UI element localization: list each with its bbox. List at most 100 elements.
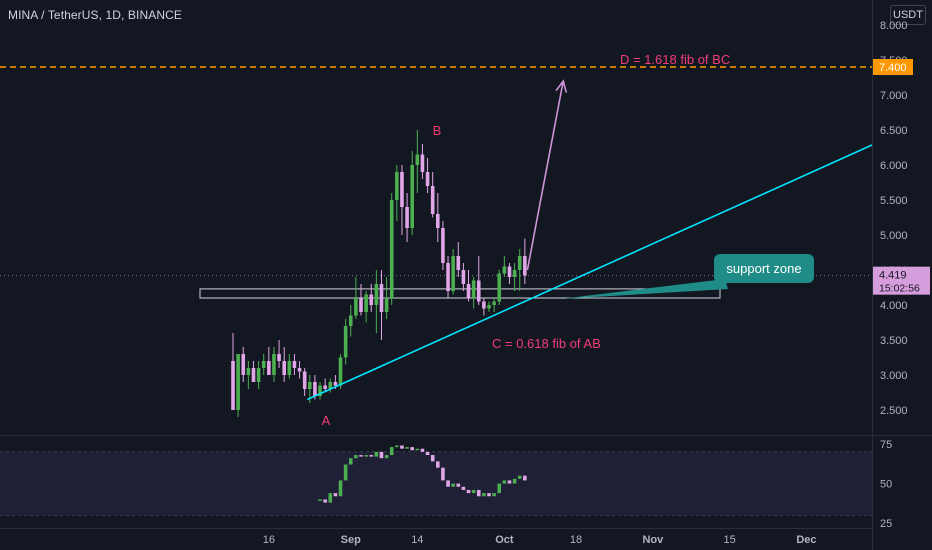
candle[interactable]: [430, 172, 435, 218]
candle[interactable]: [400, 165, 404, 235]
candle[interactable]: [451, 249, 455, 295]
rsi-bar: [384, 455, 389, 459]
rsi-bar: [415, 448, 420, 451]
candle[interactable]: [425, 158, 430, 193]
candle[interactable]: [292, 354, 297, 375]
candle[interactable]: [348, 305, 353, 337]
candle[interactable]: [256, 361, 261, 389]
candle[interactable]: [282, 347, 286, 382]
candle-body: [343, 326, 348, 358]
candle[interactable]: [410, 151, 414, 235]
support-trendline[interactable]: [306, 144, 873, 401]
rsi-bar: [507, 480, 512, 484]
candle[interactable]: [261, 354, 266, 375]
price-tick-label: 3.000: [880, 370, 908, 382]
rsi-bar: [400, 445, 404, 449]
candle[interactable]: [354, 277, 358, 319]
candle[interactable]: [497, 270, 502, 305]
price-tick-label: 2.500: [880, 405, 908, 417]
rsi-bar: [369, 455, 374, 457]
candle[interactable]: [369, 284, 374, 312]
candle[interactable]: [246, 361, 251, 389]
candle-body: [256, 368, 261, 382]
candle-body: [451, 256, 455, 291]
candle[interactable]: [272, 347, 276, 382]
currency-button[interactable]: USDT: [890, 5, 926, 25]
axis-layer: 8.0007.5007.0006.5006.0005.5005.0004.500…: [263, 20, 930, 546]
candle[interactable]: [446, 256, 450, 298]
candle[interactable]: [517, 249, 522, 291]
rsi-bar: [517, 475, 522, 479]
price-tick-label: 4.000: [880, 300, 908, 312]
projection-arrow[interactable]: [526, 80, 565, 271]
candle[interactable]: [236, 354, 240, 417]
candle[interactable]: [523, 238, 527, 285]
label-b: B: [433, 123, 442, 138]
candle[interactable]: [415, 130, 420, 193]
candle[interactable]: [436, 193, 440, 242]
candle[interactable]: [338, 354, 343, 389]
rsi-bar: [318, 499, 322, 501]
candle[interactable]: [277, 340, 281, 368]
price-tick-label: 7.000: [880, 90, 908, 102]
rsi-bar: [410, 447, 414, 451]
chart-header-symbol[interactable]: MINA / TetherUS, 1D, BINANCE: [8, 8, 182, 22]
candle[interactable]: [297, 361, 302, 379]
candle-body: [425, 172, 430, 186]
candle[interactable]: [241, 347, 246, 382]
candle[interactable]: [343, 319, 348, 365]
candle-body: [379, 284, 384, 312]
candle[interactable]: [364, 291, 368, 323]
candle[interactable]: [492, 298, 496, 312]
rsi-bar: [333, 493, 338, 497]
candle-body: [267, 361, 271, 375]
candle[interactable]: [318, 382, 322, 400]
candle[interactable]: [389, 193, 394, 305]
candle[interactable]: [471, 277, 476, 309]
candle[interactable]: [251, 361, 256, 382]
time-tick-label: 15: [724, 534, 736, 546]
candle-body: [323, 385, 327, 389]
candle[interactable]: [323, 378, 327, 393]
rsi-bar: [471, 489, 476, 494]
candle-body: [497, 273, 502, 302]
candle[interactable]: [420, 144, 425, 179]
candle[interactable]: [384, 277, 389, 319]
rsi-bar: [348, 458, 353, 465]
support-zone-rect[interactable]: [199, 288, 721, 299]
price-tick-label: 3.500: [880, 335, 908, 347]
candle[interactable]: [487, 301, 491, 313]
candle-layer[interactable]: [231, 130, 527, 417]
rsi-tick-label: 25: [880, 518, 892, 530]
candle[interactable]: [482, 298, 486, 316]
candle-body: [482, 301, 486, 309]
candle[interactable]: [231, 333, 235, 410]
rsi-bar: [451, 483, 455, 487]
support-callout-box[interactable]: [714, 254, 814, 283]
candle[interactable]: [441, 221, 445, 270]
candle[interactable]: [405, 193, 409, 242]
candle[interactable]: [476, 256, 481, 305]
candle[interactable]: [461, 263, 466, 291]
candle[interactable]: [456, 242, 461, 277]
candle[interactable]: [287, 354, 292, 379]
candle[interactable]: [359, 284, 363, 316]
candle[interactable]: [395, 165, 399, 221]
drawings-layer[interactable]: support zone A B C = 0.618 fib of AB D = 1.6…: [306, 52, 873, 428]
candle[interactable]: [374, 270, 379, 333]
candle-body: [395, 172, 399, 200]
target-price-badge: [873, 59, 913, 75]
candle[interactable]: [379, 270, 384, 340]
candle[interactable]: [302, 368, 307, 396]
candle[interactable]: [507, 263, 512, 284]
candle[interactable]: [512, 263, 517, 291]
candle[interactable]: [466, 270, 471, 302]
candle-body: [369, 294, 374, 305]
candle[interactable]: [328, 378, 333, 393]
target-price-label: 7.400: [879, 62, 907, 74]
rsi-bar: [389, 447, 394, 456]
candle[interactable]: [267, 347, 271, 375]
price-tick-label: 5.000: [880, 230, 908, 242]
candle[interactable]: [502, 256, 507, 277]
